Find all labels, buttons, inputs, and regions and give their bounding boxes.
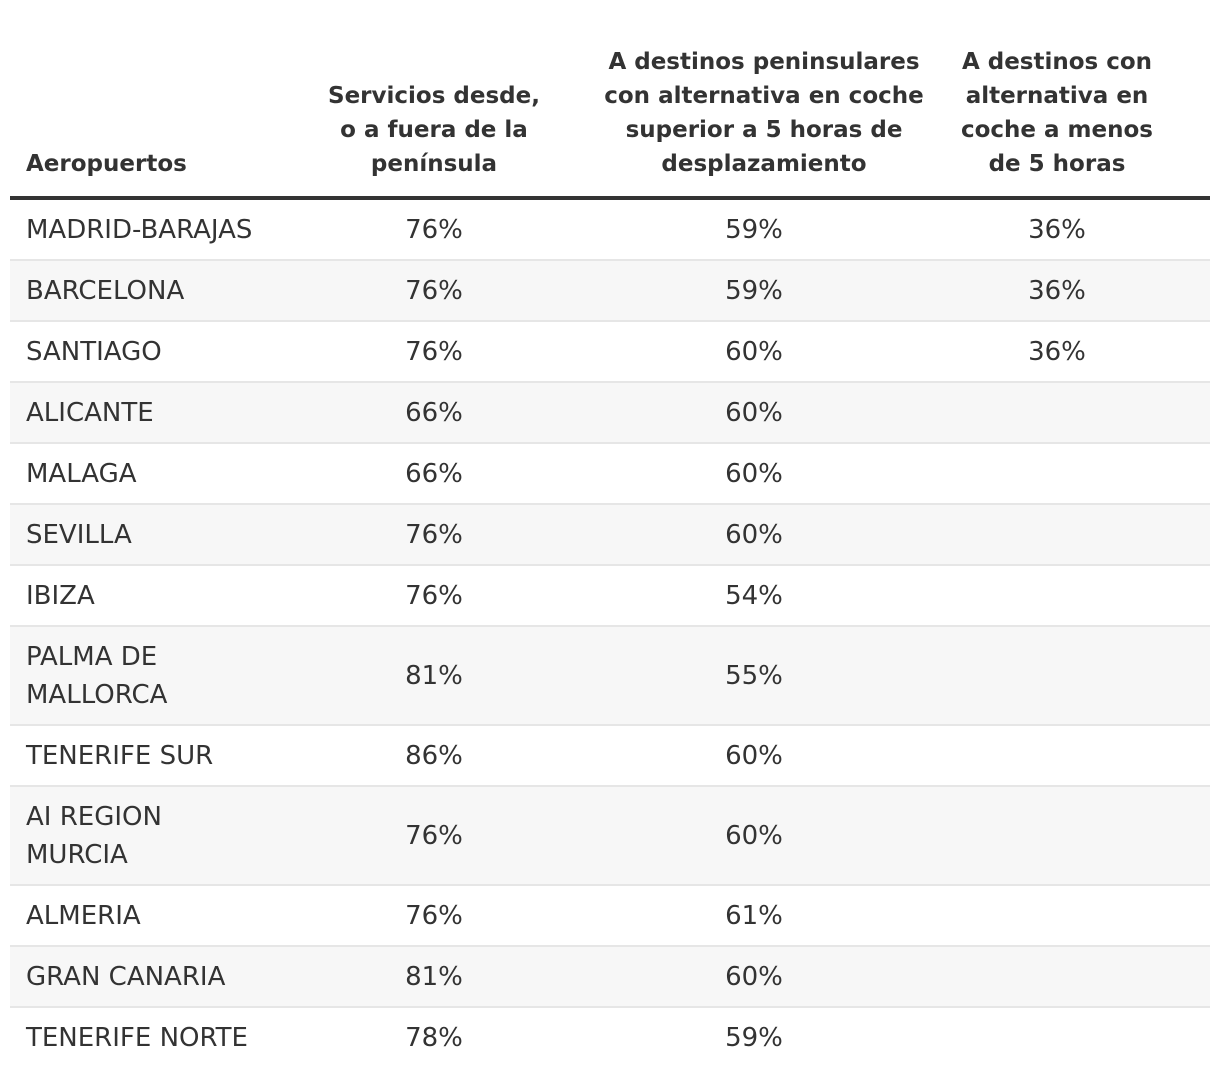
table-row: TENERIFE NORTE 78% 59% <box>10 1007 1210 1067</box>
table-row: TENERIFE SUR 86% 60% <box>10 725 1210 787</box>
under-5-hours-value: 36% <box>904 321 1210 383</box>
airport-name-cell: SANTIAGO <box>10 321 264 383</box>
table-body: MADRID-BARAJAS 76% 59% 36% BARCELONA 76% 59% 36… <box>10 198 1210 1067</box>
airport-name-cell: AI REGION MURCIA <box>10 786 264 886</box>
outside-peninsula-value: 81% <box>264 626 604 726</box>
airport-name-cell: IBIZA <box>10 565 264 627</box>
table-row: PALMA DE MALLORCA 81% 55% <box>10 626 1210 726</box>
column-header-airports: Aeropuertos <box>10 0 264 200</box>
table-row: MADRID-BARAJAS 76% 59% 36% <box>10 198 1210 261</box>
outside-peninsula-value: 66% <box>264 382 604 444</box>
outside-peninsula-value: 66% <box>264 443 604 505</box>
header-row: Aeropuertos Servicios desde, o a fuera d… <box>10 0 1210 200</box>
airport-name-cell: ALMERIA <box>10 885 264 947</box>
outside-peninsula-value: 76% <box>264 565 604 627</box>
over-5-hours-value: 59% <box>604 260 904 322</box>
outside-peninsula-value: 86% <box>264 725 604 787</box>
under-5-hours-value <box>904 443 1210 505</box>
over-5-hours-value: 60% <box>604 946 904 1008</box>
under-5-hours-value: 36% <box>904 260 1210 322</box>
column-header-under-5-hours: A destinos con alternativa en coche a me… <box>904 0 1210 200</box>
over-5-hours-value: 60% <box>604 443 904 505</box>
airport-name-cell: MALAGA <box>10 443 264 505</box>
under-5-hours-value <box>904 725 1210 787</box>
outside-peninsula-value: 76% <box>264 885 604 947</box>
under-5-hours-value <box>904 885 1210 947</box>
outside-peninsula-value: 76% <box>264 260 604 322</box>
over-5-hours-value: 54% <box>604 565 904 627</box>
table-row: GRAN CANARIA 81% 60% <box>10 946 1210 1008</box>
table-row: IBIZA 76% 54% <box>10 565 1210 627</box>
outside-peninsula-value: 76% <box>264 198 604 261</box>
table-header: Aeropuertos Servicios desde, o a fuera d… <box>10 0 1210 200</box>
airport-name-cell: TENERIFE SUR <box>10 725 264 787</box>
table-row: MALAGA 66% 60% <box>10 443 1210 505</box>
under-5-hours-value <box>904 565 1210 627</box>
over-5-hours-value: 60% <box>604 382 904 444</box>
table-row: SEVILLA 76% 60% <box>10 504 1210 566</box>
under-5-hours-value <box>904 946 1210 1008</box>
under-5-hours-value <box>904 504 1210 566</box>
over-5-hours-value: 60% <box>604 504 904 566</box>
under-5-hours-value <box>904 382 1210 444</box>
under-5-hours-value <box>904 626 1210 726</box>
over-5-hours-value: 59% <box>604 198 904 261</box>
outside-peninsula-value: 76% <box>264 504 604 566</box>
under-5-hours-value: 36% <box>904 198 1210 261</box>
airport-table-container: Aeropuertos Servicios desde, o a fuera d… <box>10 0 1210 1067</box>
outside-peninsula-value: 76% <box>264 321 604 383</box>
outside-peninsula-value: 81% <box>264 946 604 1008</box>
airport-name-cell: GRAN CANARIA <box>10 946 264 1008</box>
outside-peninsula-value: 78% <box>264 1007 604 1067</box>
column-header-over-5-hours: A destinos peninsulares con alternativa … <box>604 0 924 200</box>
over-5-hours-value: 60% <box>604 725 904 787</box>
table-row: ALMERIA 76% 61% <box>10 885 1210 947</box>
airport-name-cell: MADRID-BARAJAS <box>10 198 264 261</box>
over-5-hours-value: 60% <box>604 321 904 383</box>
table-row: BARCELONA 76% 59% 36% <box>10 260 1210 322</box>
table-row: AI REGION MURCIA 76% 60% <box>10 786 1210 886</box>
airport-name-cell: SEVILLA <box>10 504 264 566</box>
airport-name-cell: ALICANTE <box>10 382 264 444</box>
column-header-outside-peninsula: Servicios desde, o a fuera de la penínsu… <box>264 0 604 200</box>
over-5-hours-value: 59% <box>604 1007 904 1067</box>
outside-peninsula-value: 76% <box>264 786 604 886</box>
over-5-hours-value: 60% <box>604 786 904 886</box>
table-row: SANTIAGO 76% 60% 36% <box>10 321 1210 383</box>
under-5-hours-value <box>904 786 1210 886</box>
airport-name-cell: TENERIFE NORTE <box>10 1007 264 1067</box>
over-5-hours-value: 55% <box>604 626 904 726</box>
under-5-hours-value <box>904 1007 1210 1067</box>
airport-name-cell: PALMA DE MALLORCA <box>10 626 264 726</box>
over-5-hours-value: 61% <box>604 885 904 947</box>
table-row: ALICANTE 66% 60% <box>10 382 1210 444</box>
airport-table: Aeropuertos Servicios desde, o a fuera d… <box>10 0 1210 1067</box>
airport-name-cell: BARCELONA <box>10 260 264 322</box>
